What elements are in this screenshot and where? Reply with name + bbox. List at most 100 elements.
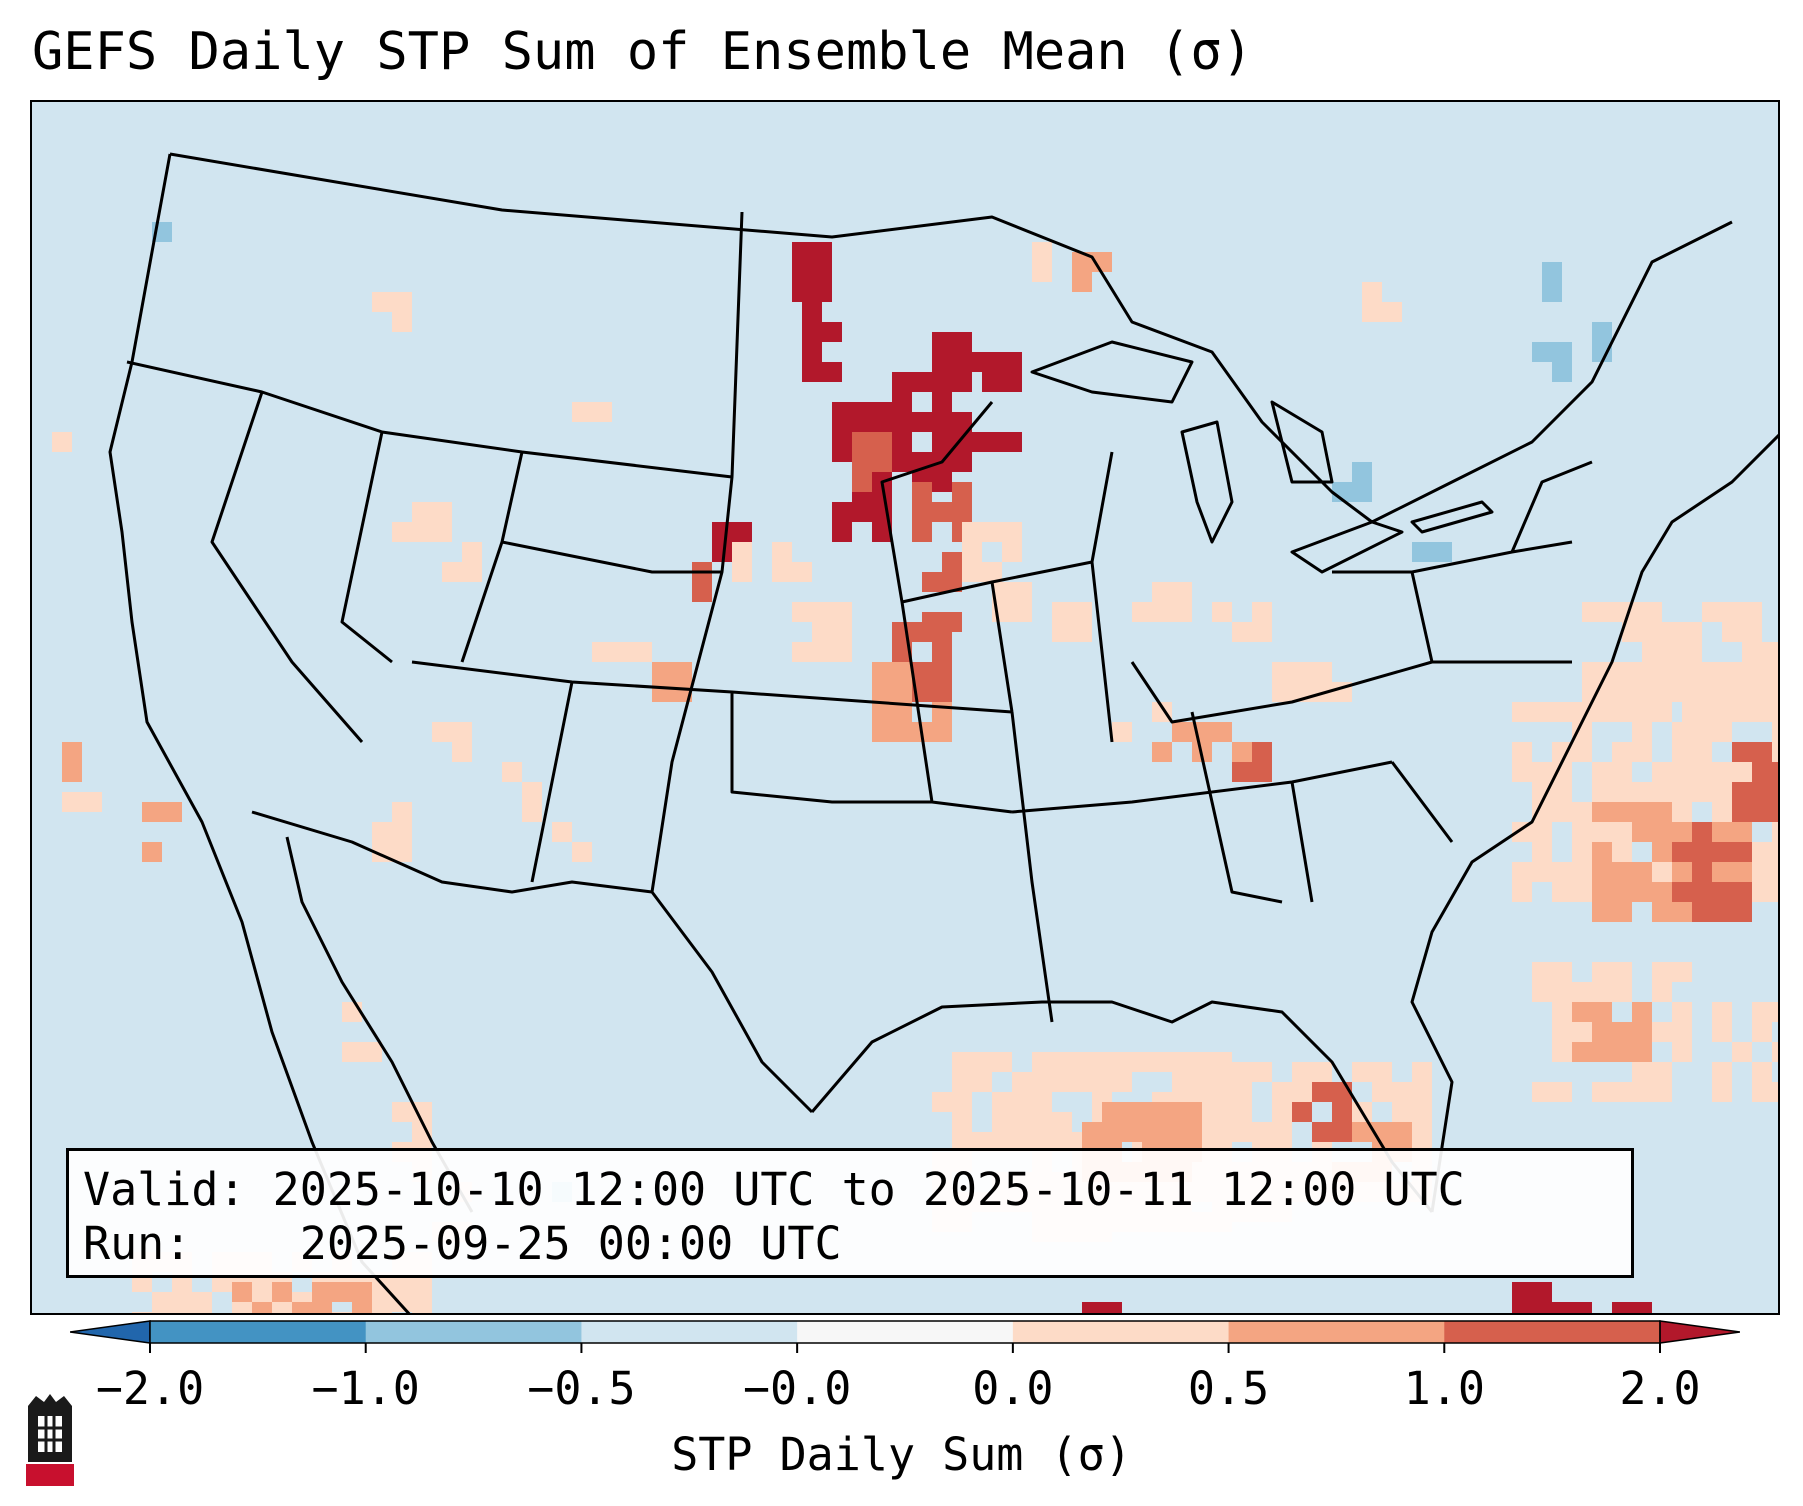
- stp-cell: [1572, 802, 1592, 822]
- stp-cell: [392, 822, 412, 842]
- stp-cell: [712, 542, 732, 562]
- stp-cell: [952, 482, 972, 502]
- stp-cell: [802, 342, 822, 362]
- stp-cell: [1582, 662, 1602, 682]
- stp-cell: [1032, 1092, 1052, 1112]
- stp-cell: [832, 422, 852, 442]
- stp-cell: [1652, 862, 1672, 882]
- stp-cell: [892, 722, 912, 742]
- stp-cell: [342, 1042, 362, 1062]
- stp-cell: [932, 642, 952, 662]
- stp-cell: [712, 522, 732, 542]
- stp-cell: [1132, 602, 1152, 622]
- stp-cell: [1532, 802, 1552, 822]
- stp-cell: [932, 682, 952, 702]
- stp-cell: [932, 392, 952, 412]
- stp-cell: [452, 742, 472, 762]
- colorbar-segment: [1444, 1321, 1661, 1343]
- stp-cell: [802, 302, 822, 322]
- stp-cell: [1742, 642, 1762, 662]
- stp-cell: [412, 1122, 432, 1142]
- stp-cell: [732, 542, 752, 562]
- stp-cell: [1772, 842, 1778, 862]
- stp-cell: [1432, 542, 1452, 562]
- stp-cell: [1732, 822, 1752, 842]
- stp-cell: [432, 722, 452, 742]
- stp-cell: [952, 1132, 972, 1152]
- stp-cell: [1622, 662, 1642, 682]
- stp-cell: [932, 622, 952, 642]
- stp-cell: [992, 582, 1012, 602]
- stp-cell: [1572, 1002, 1592, 1022]
- stp-cell: [522, 782, 542, 802]
- stp-cell: [1232, 742, 1252, 762]
- stp-cell: [52, 432, 72, 452]
- stp-cell: [1552, 342, 1572, 362]
- run-label: Run:: [83, 1217, 192, 1270]
- stp-cell: [962, 522, 982, 542]
- stp-cell: [232, 1312, 252, 1313]
- stp-cell: [1072, 602, 1092, 622]
- stp-cell: [1252, 622, 1272, 642]
- stp-cell: [1592, 1082, 1612, 1102]
- stp-cell: [942, 552, 962, 572]
- stp-cell: [1742, 622, 1762, 642]
- stp-cell: [1612, 1022, 1632, 1042]
- stp-cell: [1772, 782, 1778, 802]
- stp-cell: [1512, 882, 1532, 902]
- stp-cell: [1772, 822, 1778, 842]
- stp-cell: [952, 1092, 972, 1112]
- stp-cell: [1612, 1042, 1632, 1062]
- stp-cell: [1512, 742, 1532, 762]
- stp-cell: [1632, 742, 1652, 762]
- stp-cell: [1602, 662, 1622, 682]
- stp-cell: [1292, 1062, 1312, 1082]
- stp-cell: [1552, 802, 1572, 822]
- stp-cell: [1672, 842, 1692, 862]
- stp-cell: [1772, 1002, 1778, 1022]
- stp-cell: [1252, 742, 1272, 762]
- stp-cell: [1592, 1002, 1612, 1022]
- stp-cell: [1572, 1022, 1592, 1042]
- stp-cell: [412, 1292, 432, 1312]
- stp-cell: [1532, 1302, 1552, 1313]
- stp-cell: [1712, 762, 1732, 782]
- us-mexico-border: [251, 810, 814, 1114]
- stp-cell: [432, 502, 452, 522]
- stp-cell: [1612, 702, 1632, 722]
- stp-cell: [1622, 682, 1642, 702]
- stp-cell: [1532, 962, 1552, 982]
- stp-cell: [952, 1112, 972, 1132]
- stp-cell: [1632, 822, 1652, 842]
- stp-cell: [1142, 1122, 1162, 1142]
- stp-cell: [772, 562, 792, 582]
- stp-cell: [912, 372, 932, 392]
- stp-cell: [1592, 322, 1612, 342]
- stp-cell: [1512, 702, 1532, 722]
- stp-cell: [1572, 982, 1592, 1002]
- stp-cell: [1072, 252, 1092, 272]
- niu-logo: [26, 1394, 74, 1486]
- stp-cell: [1552, 702, 1572, 722]
- stp-cell: [1712, 902, 1732, 922]
- stp-cell: [142, 842, 162, 862]
- stp-cell: [1772, 1042, 1778, 1062]
- stp-cell: [892, 682, 912, 702]
- stp-cell: [1532, 862, 1552, 882]
- stp-cell: [1212, 1052, 1232, 1072]
- stp-cell: [1532, 1282, 1552, 1302]
- colorbar-tick-label: 0.5: [1187, 1362, 1270, 1415]
- stp-cell: [1012, 1132, 1032, 1152]
- stp-cell: [502, 762, 522, 782]
- stp-cell: [982, 352, 1002, 372]
- stp-cell: [1412, 542, 1432, 562]
- stp-cell: [1592, 1022, 1612, 1042]
- colorbar-tick-label: −2.0: [95, 1362, 205, 1415]
- stp-cell: [1702, 662, 1722, 682]
- stp-cell: [172, 1292, 192, 1312]
- stp-cell: [1672, 862, 1692, 882]
- stp-cell: [1652, 802, 1672, 822]
- stp-cell: [1512, 862, 1532, 882]
- stp-cell: [872, 522, 892, 542]
- stp-cell: [1252, 762, 1272, 782]
